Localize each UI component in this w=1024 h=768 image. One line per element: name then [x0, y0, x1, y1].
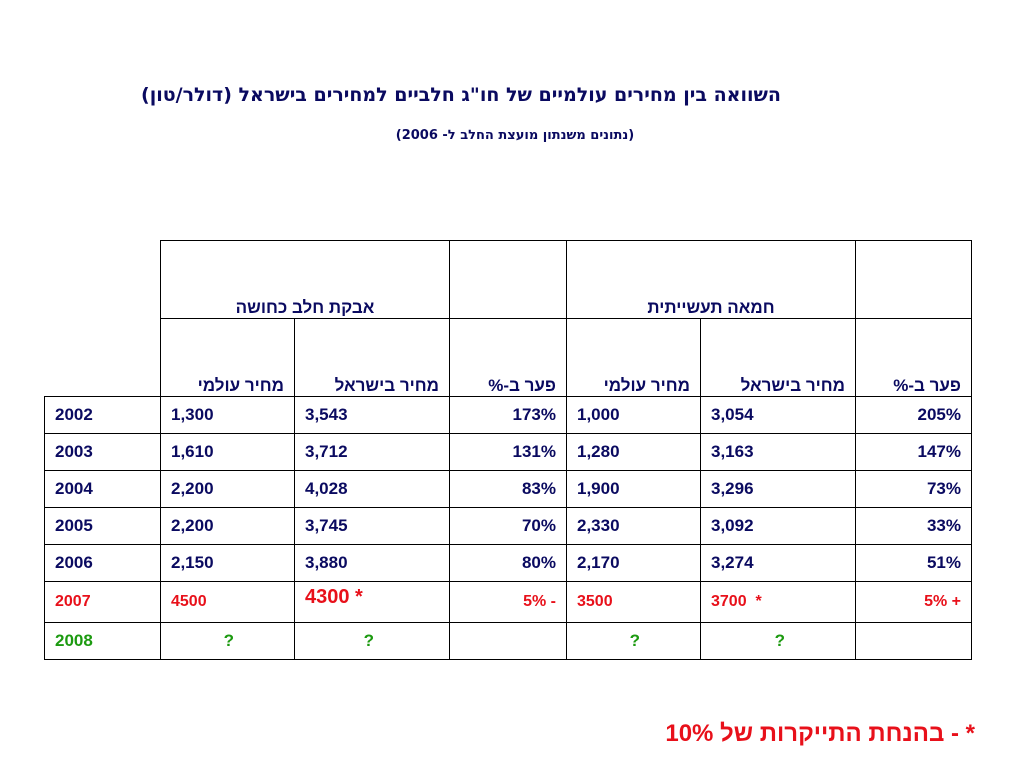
powder-gap-cell: 83% [449, 470, 567, 508]
butter-gap-cell [855, 622, 972, 660]
butter-gap-cell: 73% [855, 470, 972, 508]
butter-world-cell: 1,280 [566, 433, 701, 471]
butter-gap-cell: 147% [855, 433, 972, 471]
butter-israel-cell: 3,054 [700, 396, 856, 434]
butter-gap-cell: 51% [855, 544, 972, 582]
powder-world-cell: 2,200 [160, 507, 295, 545]
footnote: * - בהנחת התייקרות של 10% [665, 720, 975, 747]
powder-israel-header: מחיר בישראל [294, 318, 450, 397]
powder-gap-cell: 131% [449, 433, 567, 471]
powder-gap-cell: 173% [449, 396, 567, 434]
powder-israel-cell: 3,712 [294, 433, 450, 471]
butter-gap-cell: + 5% [855, 581, 972, 623]
page-subtitle: (נתונים משנתון מועצת החלב ל- 2006) [395, 128, 635, 143]
year-cell: 2004 [44, 470, 161, 508]
butter-gap-header: פער ב-% [855, 318, 972, 397]
powder-group-header: אבקת חלב כחושה [160, 240, 450, 319]
page-title: השוואה בין מחירים עולמיים של חו"ג חלביים… [141, 84, 781, 106]
powder-world-cell: 4500 [160, 581, 295, 623]
powder-gap-header: פער ב-% [449, 318, 567, 397]
powder-world-cell: ? [160, 622, 295, 660]
table-row: 2004 2,200 4,028 83% 1,900 3,296 73% [44, 470, 972, 508]
butter-gap-cell: 33% [855, 507, 972, 545]
powder-world-cell: 2,150 [160, 544, 295, 582]
price-comparison-table: אבקת חלב כחושה חמאה תעשייתית מחיר עולמי … [44, 240, 972, 660]
butter-israel-cell: ? [700, 622, 856, 660]
butter-world-cell: 3500 [566, 581, 701, 623]
column-header-row: מחיר עולמי מחיר בישראל פער ב-% מחיר עולמ… [44, 318, 972, 397]
butter-gap-cell: 205% [855, 396, 972, 434]
powder-world-cell: 1,610 [160, 433, 295, 471]
powder-gap-cell: 70% [449, 507, 567, 545]
gap-blank-cell [449, 240, 567, 319]
table-row: 2005 2,200 3,745 70% 2,330 3,092 33% [44, 507, 972, 545]
year-cell: 2008 [44, 622, 161, 660]
butter-israel-cell: 3,092 [700, 507, 856, 545]
powder-israel-cell: 3,880 [294, 544, 450, 582]
powder-gap-cell: - 5% [449, 581, 567, 623]
year-cell: 2005 [44, 507, 161, 545]
powder-world-cell: 1,300 [160, 396, 295, 434]
group-header-row: אבקת חלב כחושה חמאה תעשייתית [44, 240, 972, 319]
gap-blank-cell [855, 240, 972, 319]
year-cell: 2002 [44, 396, 161, 434]
powder-israel-cell: 3,745 [294, 507, 450, 545]
powder-israel-cell: 4,028 [294, 470, 450, 508]
powder-world-cell: 2,200 [160, 470, 295, 508]
powder-gap-cell [449, 622, 567, 660]
year-cell: 2003 [44, 433, 161, 471]
butter-israel-header: מחיר בישראל [700, 318, 856, 397]
butter-israel-cell: 3,296 [700, 470, 856, 508]
table-row-projected-2007: 2007 4500 4300 * - 5% 3500 3700 * + 5% [44, 581, 972, 623]
table-row: 2003 1,610 3,712 131% 1,280 3,163 147% [44, 433, 972, 471]
butter-group-header: חמאה תעשייתית [566, 240, 856, 319]
butter-world-cell: 2,170 [566, 544, 701, 582]
year-cell: 2006 [44, 544, 161, 582]
year-cell: 2007 [44, 581, 161, 623]
table-row-2008: 2008 ? ? ? ? [44, 622, 972, 660]
butter-world-header: מחיר עולמי [566, 318, 701, 397]
butter-world-cell: 2,330 [566, 507, 701, 545]
table-row: 2006 2,150 3,880 80% 2,170 3,274 51% [44, 544, 972, 582]
butter-israel-cell: 3700 * [700, 581, 856, 623]
butter-israel-cell: 3,274 [700, 544, 856, 582]
butter-world-cell: 1,000 [566, 396, 701, 434]
powder-gap-cell: 80% [449, 544, 567, 582]
butter-world-cell: ? [566, 622, 701, 660]
corner-cell [44, 240, 161, 319]
powder-israel-cell: ? [294, 622, 450, 660]
table-row: 2002 1,300 3,543 173% 1,000 3,054 205% [44, 396, 972, 434]
butter-world-cell: 1,900 [566, 470, 701, 508]
powder-world-header: מחיר עולמי [160, 318, 295, 397]
powder-israel-cell: 3,543 [294, 396, 450, 434]
powder-israel-cell: 4300 * [294, 581, 450, 623]
corner-cell [44, 318, 161, 397]
butter-israel-cell: 3,163 [700, 433, 856, 471]
